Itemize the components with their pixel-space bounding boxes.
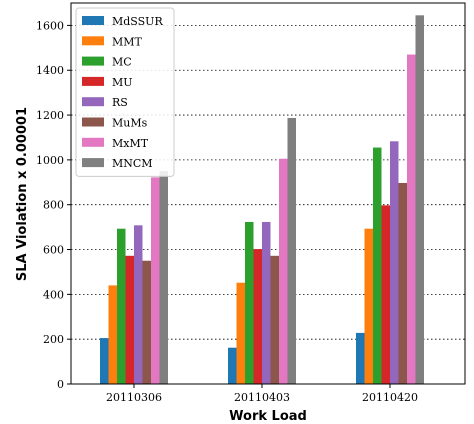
x-tick-label: 20110306: [106, 391, 162, 404]
legend-swatch-rs: [82, 97, 104, 107]
legend-label-mxmt: MxMT: [112, 137, 149, 150]
y-tick-label: 1400: [36, 64, 64, 77]
bars: [100, 15, 424, 384]
legend: MdSSUR MMT MC MU RS MuMs MxMT MNCM: [75, 7, 175, 177]
bar-mncm-20110420: [415, 15, 424, 384]
bar-mncm-20110403: [287, 117, 296, 384]
legend-swatch-mums: [82, 117, 104, 127]
bar-mdssur-20110420: [356, 332, 365, 384]
legend-box: [75, 7, 175, 177]
legend-label-mc: MC: [112, 56, 132, 69]
x-axis: 20110306 20110403 20110420: [106, 384, 418, 404]
bar-mu-20110306: [125, 255, 134, 384]
y-axis-title: SLA Violation x 0.00001: [15, 107, 30, 281]
legend-swatch-mncm: [82, 158, 104, 168]
bar-rs-20110403: [262, 221, 271, 384]
bar-mc-20110306: [117, 228, 126, 384]
y-tick-label: 200: [43, 333, 64, 346]
y-axis: 0 200 400 600 800 1000 1200 1400 1600: [36, 19, 71, 391]
bar-mmt-20110420: [364, 228, 373, 384]
bar-mxmt-20110306: [151, 177, 160, 384]
legend-swatch-mu: [82, 76, 104, 86]
bar-mums-20110306: [142, 260, 151, 384]
x-axis-title: Work Load: [229, 409, 307, 424]
y-tick-label: 1600: [36, 19, 64, 32]
y-tick-label: 800: [43, 199, 64, 212]
bar-mdssur-20110306: [100, 338, 109, 384]
bar-mxmt-20110403: [279, 158, 288, 384]
x-tick-label: 20110420: [362, 391, 418, 404]
bar-mncm-20110306: [159, 171, 168, 384]
bar-mu-20110420: [381, 205, 390, 384]
bar-mmt-20110403: [236, 282, 245, 384]
bar-mums-20110403: [270, 255, 279, 384]
bar-rs-20110306: [134, 225, 143, 384]
legend-swatch-mxmt: [82, 137, 104, 147]
bar-mc-20110420: [373, 147, 382, 384]
bar-mums-20110420: [398, 182, 407, 384]
plot-frame: [70, 2, 466, 385]
legend-label-mmt: MMT: [112, 35, 143, 48]
legend-label-rs: RS: [112, 96, 128, 109]
y-tick-label: 0: [57, 378, 64, 391]
bar-mmt-20110306: [108, 285, 117, 384]
y-tick-label: 600: [43, 244, 64, 257]
bar-rs-20110420: [390, 141, 399, 384]
bar-mdssur-20110403: [228, 347, 237, 384]
legend-label-mdssur: MdSSUR: [112, 15, 163, 28]
bar-mu-20110403: [253, 249, 262, 384]
legend-swatch-mmt: [82, 36, 104, 46]
x-tick-label: 20110403: [234, 391, 290, 404]
legend-label-mu: MU: [112, 76, 133, 89]
y-tick-label: 400: [43, 288, 64, 301]
y-tick-label: 1200: [36, 109, 64, 122]
legend-label-mncm: MNCM: [112, 157, 153, 170]
bar-mxmt-20110420: [407, 54, 416, 384]
legend-swatch-mc: [82, 56, 104, 66]
bar-mc-20110403: [245, 221, 254, 384]
legend-label-mums: MuMs: [112, 117, 148, 130]
y-tick-label: 1000: [36, 154, 64, 167]
legend-swatch-mdssur: [82, 16, 104, 25]
